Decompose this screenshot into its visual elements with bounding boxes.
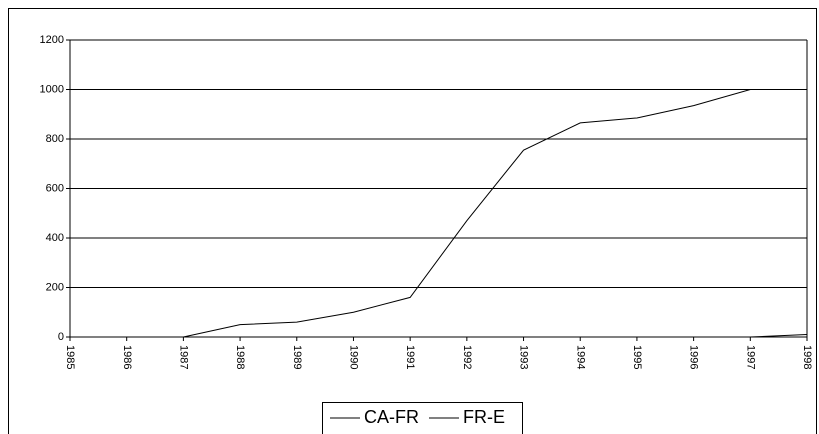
x-tick-label: 1995 bbox=[631, 345, 643, 369]
y-tick-label: 1000 bbox=[40, 83, 64, 95]
legend-label: CA-FR bbox=[364, 407, 419, 427]
x-tick-label: 1997 bbox=[744, 345, 756, 369]
chart-frame bbox=[8, 8, 817, 434]
y-tick-label: 1200 bbox=[40, 34, 64, 46]
x-tick-label: 1991 bbox=[404, 345, 416, 369]
y-tick-label: 200 bbox=[46, 281, 64, 293]
y-tick-label: 800 bbox=[46, 133, 64, 145]
x-tick-label: 1989 bbox=[291, 345, 303, 369]
x-tick-label: 1996 bbox=[688, 345, 700, 369]
legend-label: FR-E bbox=[463, 407, 505, 427]
x-tick-label: 1985 bbox=[64, 345, 76, 369]
x-tick-label: 1998 bbox=[801, 345, 813, 369]
x-tick-label: 1987 bbox=[177, 345, 189, 369]
series-line bbox=[750, 334, 808, 338]
x-tick-label: 1990 bbox=[348, 345, 360, 369]
series-line bbox=[183, 89, 807, 338]
x-tick-label: 1988 bbox=[234, 345, 246, 369]
x-tick-label: 1992 bbox=[461, 345, 473, 369]
x-tick-label: 1993 bbox=[518, 345, 530, 369]
y-tick-label: 600 bbox=[46, 182, 64, 194]
x-tick-label: 1986 bbox=[121, 345, 133, 369]
x-tick-label: 1994 bbox=[574, 345, 586, 369]
y-tick-label: 0 bbox=[58, 331, 64, 343]
y-tick-label: 400 bbox=[46, 232, 64, 244]
